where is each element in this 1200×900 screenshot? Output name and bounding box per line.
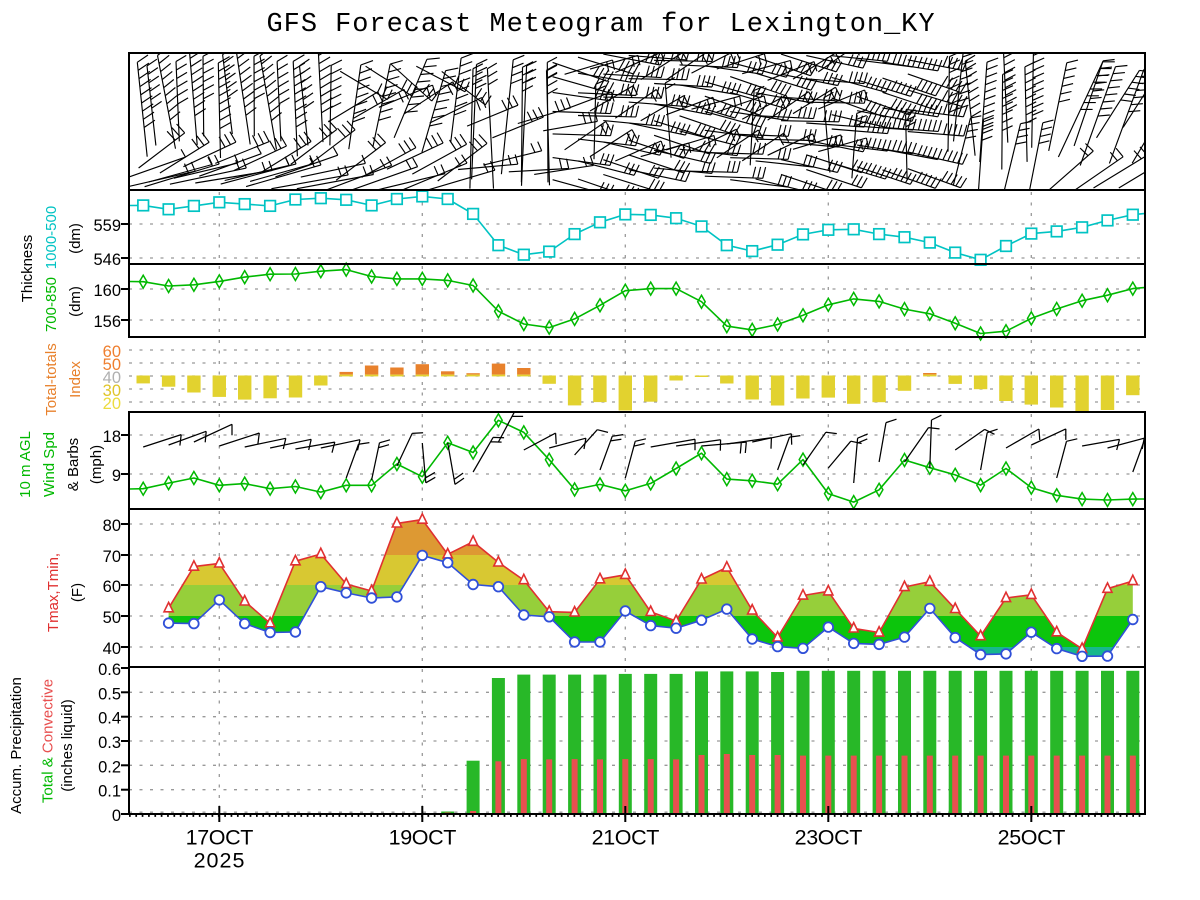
svg-text:GFS Forecast Meteogram for Lex: GFS Forecast Meteogram for Lexington_KY	[267, 10, 936, 40]
svg-text:0.3: 0.3	[98, 734, 121, 752]
svg-text:10 m AGL: 10 m AGL	[17, 431, 34, 498]
svg-text:18: 18	[103, 428, 121, 446]
svg-text:40: 40	[103, 640, 121, 658]
svg-text:25OCT: 25OCT	[998, 826, 1066, 850]
svg-text:Wind Spd: Wind Spd	[41, 432, 58, 497]
svg-text:(mph): (mph)	[88, 445, 105, 484]
svg-text:1000-500: 1000-500	[43, 206, 60, 269]
svg-text:80: 80	[103, 517, 121, 535]
svg-text:9: 9	[112, 467, 121, 485]
svg-text:546: 546	[93, 251, 121, 269]
svg-text:156: 156	[93, 313, 121, 331]
svg-text:Total-totals: Total-totals	[43, 343, 60, 416]
svg-text:Total & Convective: Total & Convective	[40, 679, 57, 803]
svg-text:& Barbs: & Barbs	[65, 438, 82, 491]
svg-text:559: 559	[93, 217, 121, 235]
svg-text:20: 20	[103, 395, 121, 413]
svg-text:2025: 2025	[194, 849, 246, 873]
svg-text:19OCT: 19OCT	[389, 826, 457, 850]
svg-text:Accum. Precipitation: Accum. Precipitation	[8, 677, 25, 814]
svg-text:0.1: 0.1	[98, 783, 121, 801]
svg-text:60: 60	[103, 578, 121, 596]
svg-text:0.5: 0.5	[98, 685, 121, 703]
svg-text:Thickness: Thickness	[19, 235, 36, 303]
svg-text:0: 0	[112, 807, 121, 825]
svg-text:0.2: 0.2	[98, 758, 121, 776]
svg-text:40: 40	[103, 369, 121, 387]
svg-text:23OCT: 23OCT	[795, 826, 863, 850]
svg-text:50: 50	[103, 609, 121, 627]
svg-text:70: 70	[103, 548, 121, 566]
svg-text:(dm): (dm)	[67, 223, 84, 254]
svg-text:700-850: 700-850	[43, 277, 60, 332]
svg-text:(F): (F)	[69, 583, 86, 602]
svg-text:0.4: 0.4	[98, 710, 121, 728]
svg-text:21OCT: 21OCT	[592, 826, 660, 850]
svg-text:60: 60	[103, 343, 121, 361]
svg-text:160: 160	[93, 282, 121, 300]
svg-text:(inches liquid): (inches liquid)	[59, 699, 76, 792]
svg-text:Index: Index	[67, 361, 84, 398]
svg-text:0.6: 0.6	[98, 661, 121, 679]
svg-text:30: 30	[103, 382, 121, 400]
svg-text:(dm): (dm)	[67, 286, 84, 317]
svg-text:50: 50	[103, 356, 121, 374]
svg-text:Tmax,Tmin,: Tmax,Tmin,	[45, 553, 62, 632]
svg-text:17OCT: 17OCT	[186, 826, 254, 850]
